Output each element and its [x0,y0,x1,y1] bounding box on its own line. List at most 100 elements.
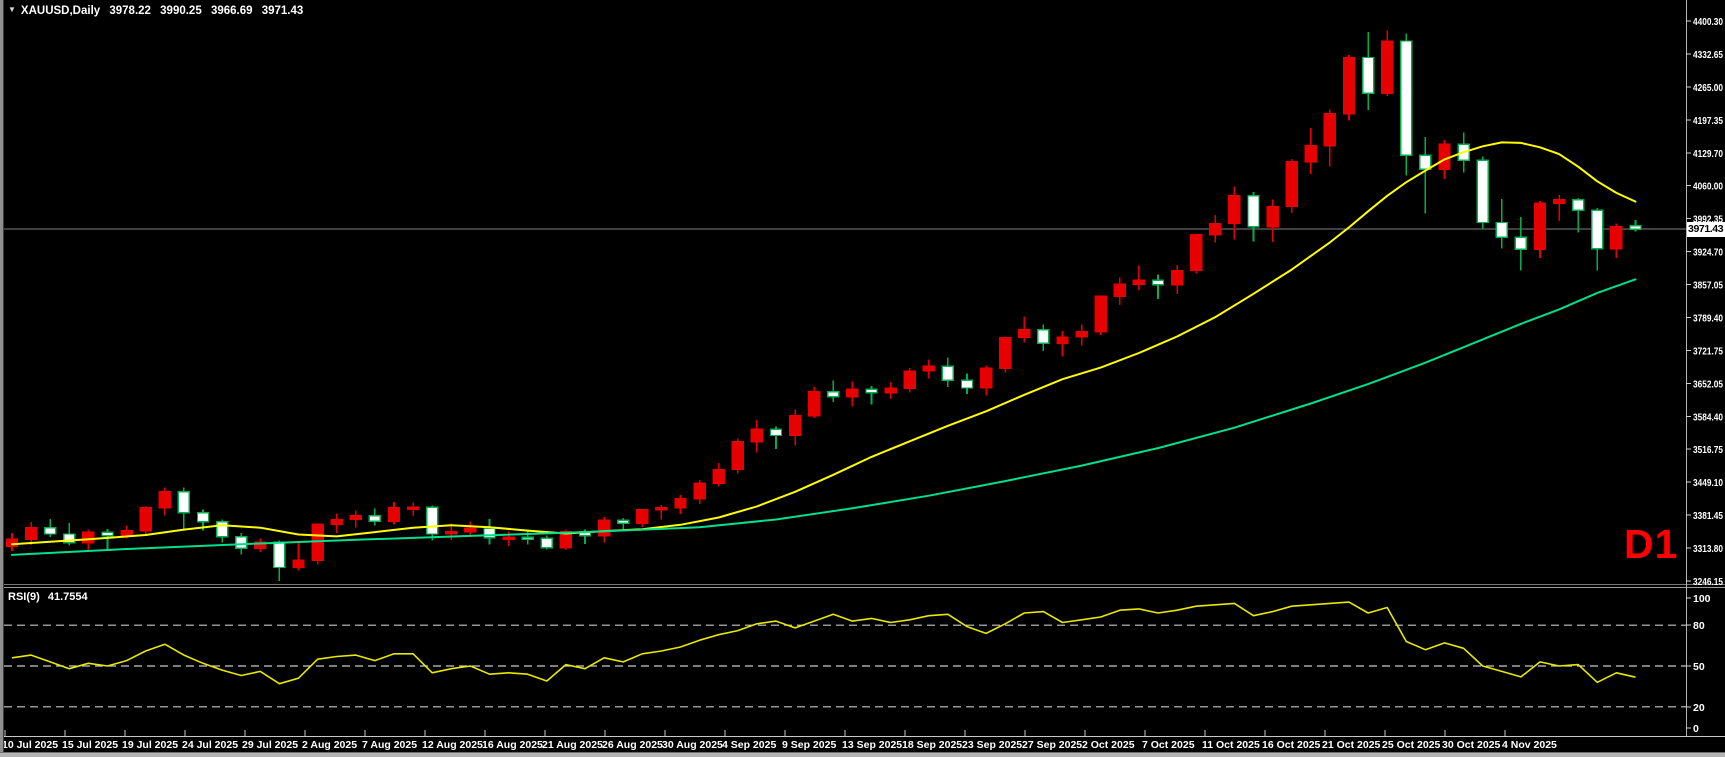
price-axis-label: 3789.40 [1693,312,1723,324]
candle [1629,225,1642,230]
candle [1495,221,1509,238]
candle [731,441,744,471]
candle [426,506,439,535]
open-value: 3978.22 [109,5,151,17]
candle [1037,329,1050,345]
price-axis-label: 3924.70 [1693,247,1723,259]
candle [1018,329,1031,339]
candle [712,468,725,484]
price-axis-label: 4060.00 [1693,181,1723,193]
candle [1304,145,1318,163]
price-axis-label: 3313.80 [1693,543,1723,555]
candle [330,518,343,526]
date-axis-label: 16 Oct 2025 [1262,739,1321,751]
date-axis-label: 13 Sep 2025 [842,739,902,751]
date-axis-label: 9 Sep 2025 [782,739,836,751]
candle [1323,113,1337,147]
fast-ma-line [11,141,1637,546]
candle [750,428,764,443]
date-axis-label: 7 Aug 2025 [362,739,417,751]
date-axis-label: 7 Oct 2025 [1142,739,1195,751]
candle [597,519,611,537]
candle [941,365,955,381]
candle [1170,269,1184,286]
current-price-label: 3971.43 [1687,222,1725,237]
price-axis-label: 4332.65 [1693,49,1723,61]
candle [521,536,534,541]
date-axis-label: 27 Sep 2025 [1022,739,1082,751]
date-axis-label: 19 Jul 2025 [122,739,178,751]
candle [540,537,553,549]
price-axis-label: 4129.70 [1693,148,1723,160]
rsi-axis-label: 80 [1693,620,1705,632]
price-axis-area[interactable] [1686,0,1725,737]
candle [1380,40,1394,95]
candle [1514,236,1528,250]
candle [922,365,935,372]
candle [846,388,859,398]
candle [769,428,783,437]
candle [1476,159,1489,224]
date-axis-area[interactable] [0,737,1725,753]
candle [502,536,515,541]
rsi-chart-area[interactable] [4,588,1686,737]
rsi-axis-label: 50 [1693,661,1705,673]
candle [24,527,38,541]
price-axis-label: 3584.40 [1693,411,1723,423]
price-axis-label: 4400.30 [1693,16,1723,28]
rsi-line [11,601,1636,685]
date-axis-label: 16 Aug 2025 [482,739,543,751]
candle [215,521,229,538]
candle [196,511,210,523]
date-axis-label: 23 Sep 2025 [962,739,1022,751]
symbol-period-label: XAUUSD,Daily [20,5,101,17]
candle [655,507,668,511]
candle [903,370,916,390]
rsi-axis-label: 20 [1693,702,1705,714]
candle [1189,233,1203,272]
candle [177,491,191,514]
chevron-down-icon[interactable]: ▼ [8,5,16,14]
candle [254,541,267,549]
candle [1075,330,1088,338]
window-frame-bottom [0,752,1725,757]
candle [960,379,974,389]
candle [1132,279,1146,285]
candle [387,507,401,523]
candle [1247,195,1260,228]
price-axis-label: 3857.05 [1693,280,1723,292]
price-axis-label: 3721.75 [1693,345,1723,357]
candle [1113,283,1127,297]
date-axis-label: 24 Jul 2025 [182,739,238,751]
candle [101,531,114,537]
candle [693,482,706,500]
candle [999,336,1012,369]
date-axis-label: 30 Oct 2025 [1442,739,1501,751]
candle [44,527,57,535]
candle [1533,202,1547,250]
candle [1552,199,1566,204]
candle [406,506,420,511]
candle [234,536,248,549]
price-axis-label: 4265.00 [1693,82,1723,94]
rsi-indicator-label: RSI(9) 41.7554 [8,591,88,603]
rsi-axis-label: 0 [1693,723,1699,735]
candle [865,388,878,394]
price-axis-label: 3449.10 [1693,477,1723,489]
candle [63,533,76,544]
date-axis-label: 18 Sep 2025 [902,739,962,751]
main-chart-area[interactable] [4,0,1686,585]
candle [82,531,95,544]
candle [1571,199,1585,212]
candle [788,414,802,437]
date-axis-label: 10 Jul 2025 [2,739,58,751]
symbol-header: ▼ XAUUSD,Daily 3978.22 3990.25 3966.69 39… [8,5,303,17]
close-value: 3971.43 [261,5,304,17]
date-axis-label: 4 Nov 2025 [1502,739,1557,751]
date-axis-label: 4 Sep 2025 [722,739,776,751]
rsi-axis-label: 100 [1693,593,1711,605]
candle [349,514,362,521]
date-axis-label: 25 Oct 2025 [1382,739,1441,751]
price-axis-label: 4197.35 [1693,115,1723,127]
